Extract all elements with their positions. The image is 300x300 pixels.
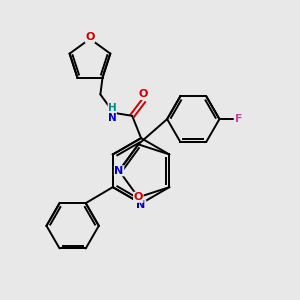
- Text: N: N: [136, 200, 146, 210]
- Text: H: H: [108, 103, 117, 113]
- Text: N: N: [108, 113, 117, 123]
- Text: F: F: [235, 114, 242, 124]
- Text: N: N: [115, 166, 124, 176]
- Text: O: O: [134, 192, 143, 202]
- Text: O: O: [85, 32, 94, 42]
- Text: O: O: [139, 89, 148, 99]
